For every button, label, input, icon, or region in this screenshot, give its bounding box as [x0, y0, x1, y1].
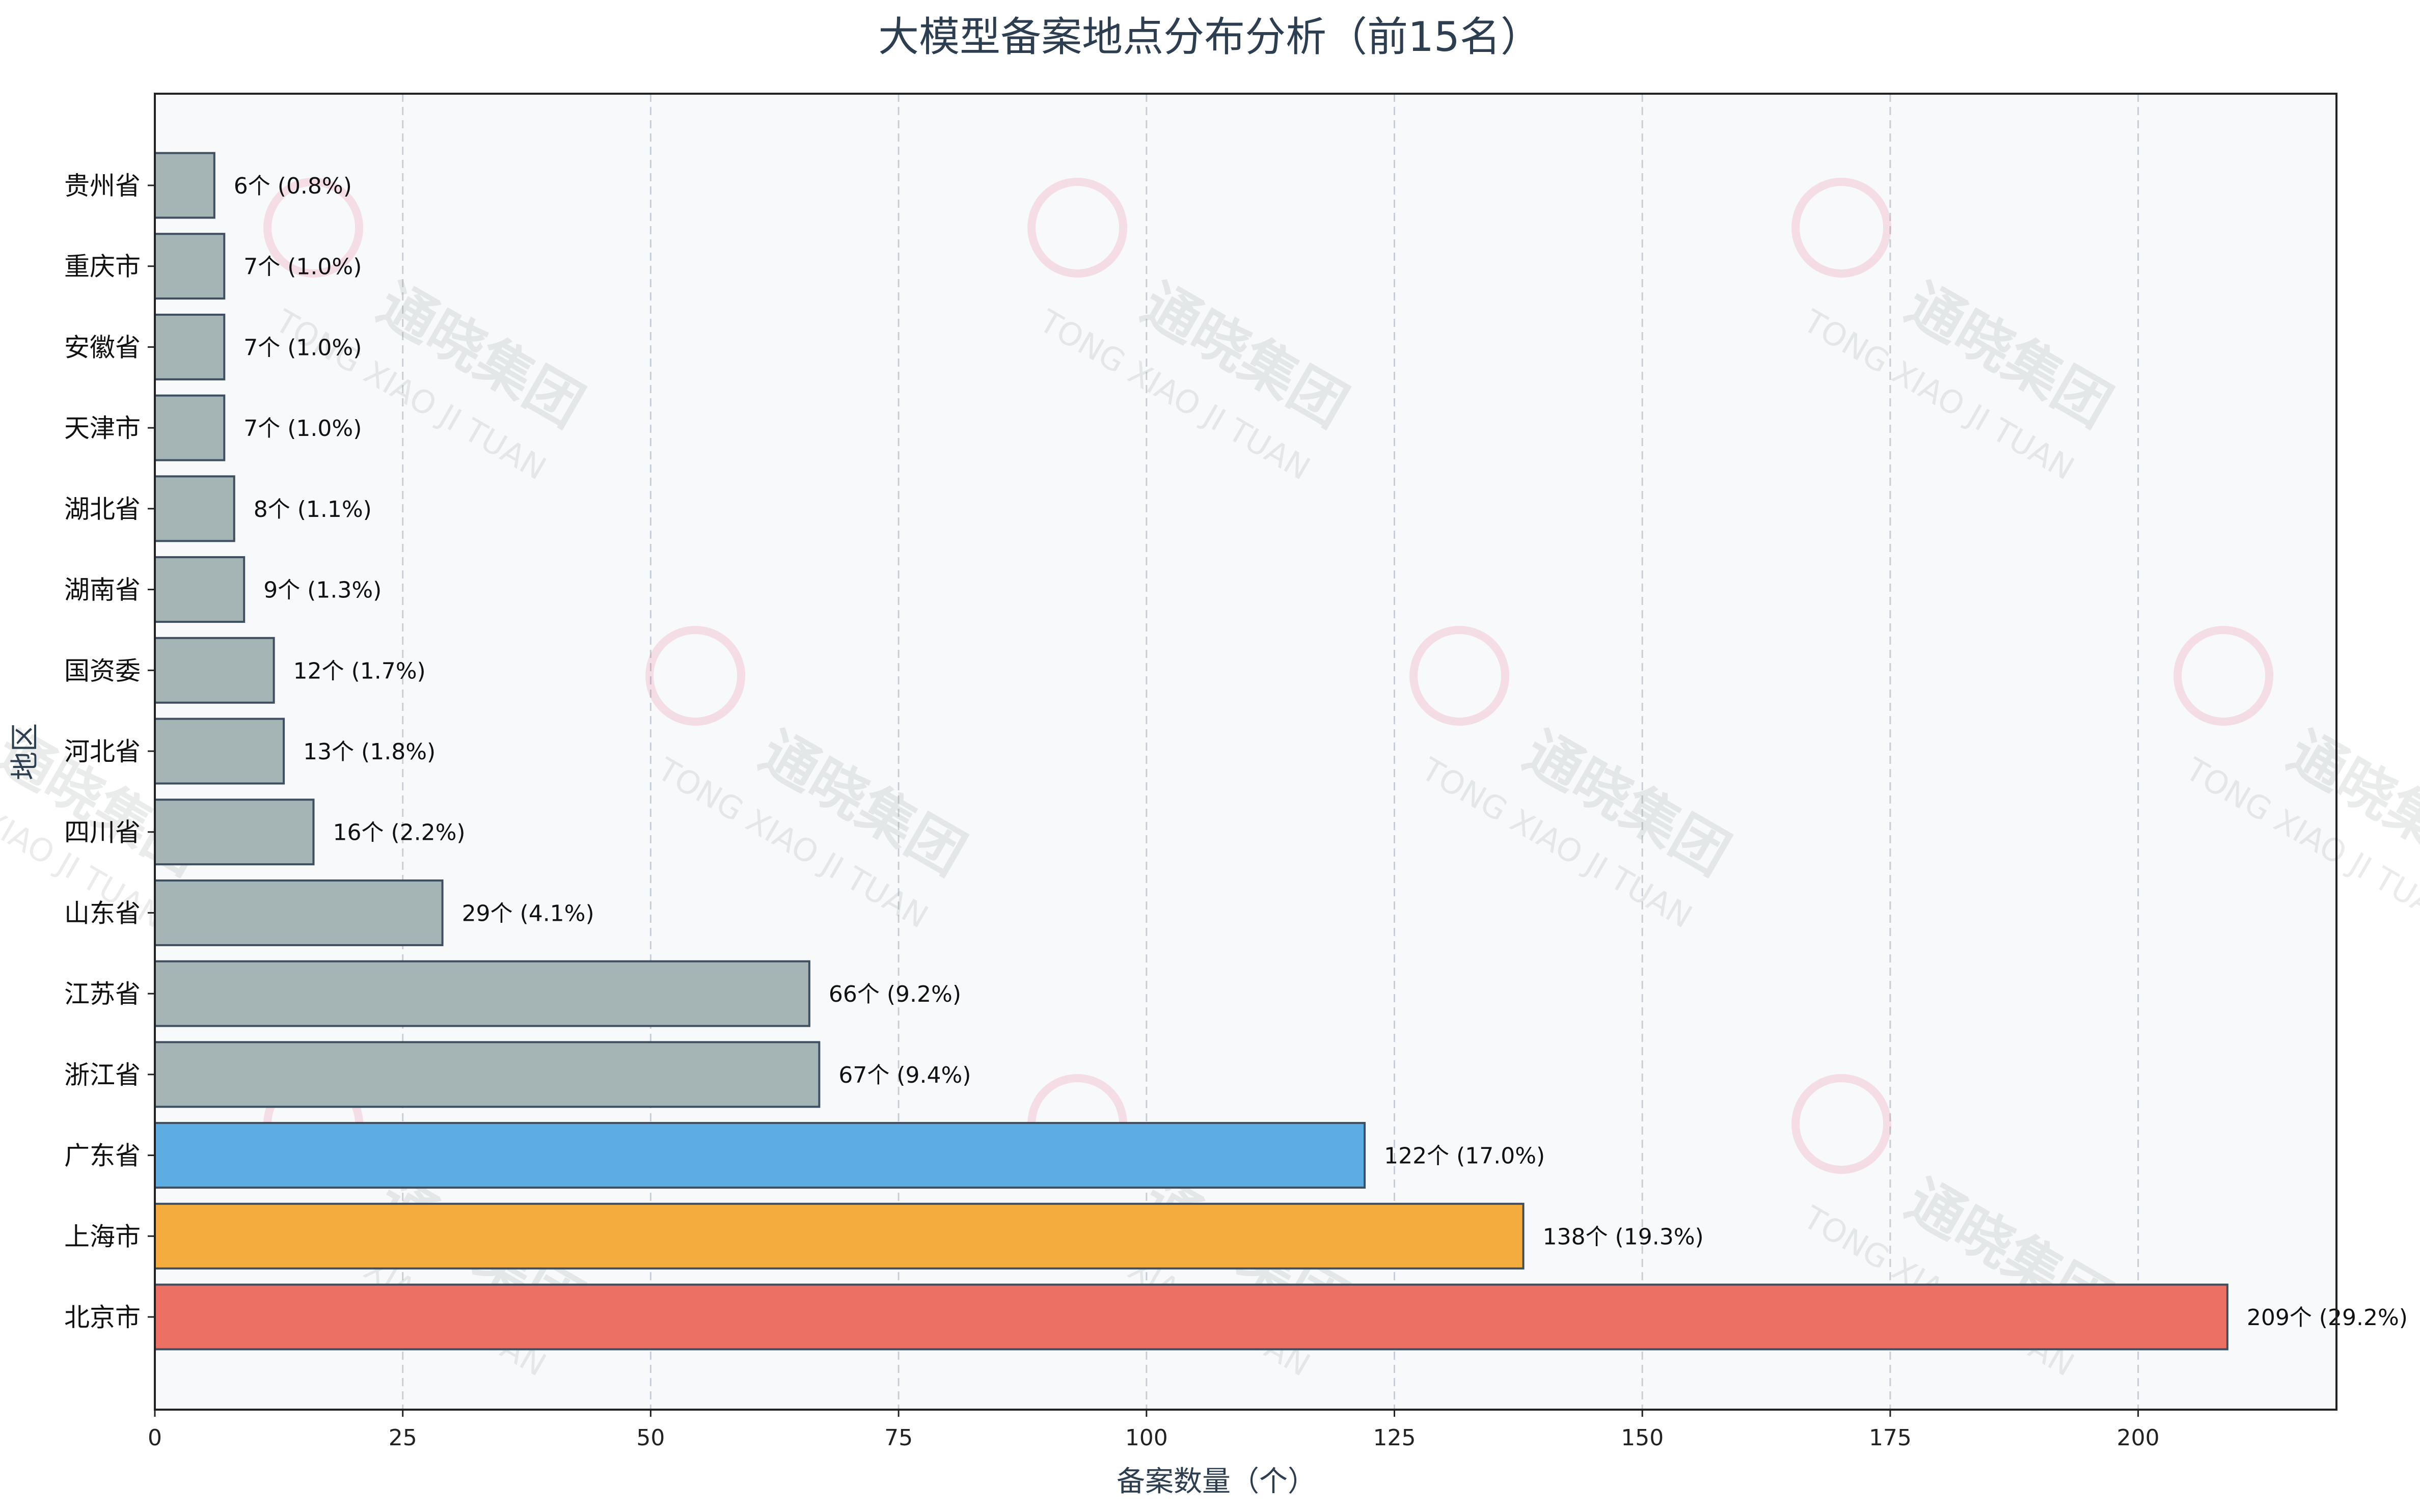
- bar: [154, 879, 444, 946]
- bar-value-label: 67个 (9.4%): [838, 1062, 971, 1088]
- category-label: 山东省: [64, 898, 141, 928]
- x-axis-label: 备案数量（个）: [1117, 1465, 1316, 1498]
- y-axis-label: 地区: [9, 723, 42, 780]
- x-tick-label: 125: [1373, 1425, 1416, 1451]
- bar: [154, 1122, 1366, 1189]
- bar: [154, 1041, 821, 1108]
- category-labels: 贵州省重庆市安徽省天津市湖北省湖南省国资委河北省四川省山东省江苏省浙江省广东省上…: [64, 171, 155, 1332]
- watermark-logo-icon: [1027, 178, 1128, 278]
- bar: [154, 556, 246, 623]
- watermark-logo-icon: [1791, 178, 1892, 278]
- x-tick-label: 0: [148, 1425, 162, 1451]
- category-label: 天津市: [64, 414, 141, 443]
- category-label: 北京市: [64, 1303, 141, 1332]
- category-label: 江苏省: [64, 979, 141, 1009]
- bar-value-label: 16个 (2.2%): [333, 820, 465, 846]
- category-label: 浙江省: [64, 1060, 141, 1090]
- category-label: 广东省: [64, 1141, 141, 1171]
- x-ticks: 0 25 50 75 100 125 150 175 200: [148, 1410, 2160, 1451]
- watermark-logo-icon: [1409, 626, 1510, 726]
- bars: [154, 152, 2228, 1351]
- category-label: 河北省: [64, 737, 141, 766]
- chart-title: 大模型备案地点分布分析（前15名）: [878, 13, 1541, 61]
- x-tick-label: 150: [1621, 1425, 1664, 1451]
- category-label: 安徽省: [64, 333, 141, 362]
- bar: [154, 152, 215, 219]
- bar: [154, 637, 275, 704]
- bar: [154, 233, 226, 300]
- x-tick-label: 100: [1125, 1425, 1168, 1451]
- bar-value-label: 9个 (1.3%): [263, 578, 382, 603]
- bar-value-label: 29个 (4.1%): [462, 900, 594, 926]
- bar: [154, 313, 226, 380]
- bar-value-label: 6个 (0.8%): [234, 173, 352, 199]
- category-label: 重庆市: [64, 252, 141, 282]
- bar-value-label: 12个 (1.7%): [293, 658, 426, 684]
- x-tick-label: 50: [636, 1425, 665, 1451]
- bar-value-label: 209个 (29.2%): [2247, 1305, 2408, 1331]
- x-tick-label: 200: [2117, 1425, 2160, 1451]
- watermark-logo-icon: [1791, 1074, 1892, 1174]
- bar: [154, 1283, 2228, 1351]
- bar-value-label: 7个 (1.0%): [243, 254, 362, 280]
- bar: [154, 718, 285, 785]
- category-label: 贵州省: [64, 171, 141, 201]
- watermark-logo-icon: [2173, 626, 2274, 726]
- bar: [154, 475, 235, 542]
- category-label: 国资委: [64, 656, 141, 685]
- watermark-logo-icon: [263, 178, 364, 278]
- bar-value-label: 66个 (9.2%): [829, 981, 961, 1007]
- category-label: 上海市: [64, 1222, 141, 1251]
- bar-value-label: 7个 (1.0%): [243, 416, 362, 442]
- data-labels: 6个 (0.8%) 7个 (1.0%) 7个 (1.0%) 7个 (1.0%) 8个 (…: [234, 173, 2408, 1331]
- bar-value-label: 138个 (19.3%): [1543, 1224, 1704, 1250]
- bar-value-label: 8个 (1.1%): [254, 497, 372, 523]
- category-label: 湖南省: [64, 575, 141, 605]
- x-tick-label: 175: [1869, 1425, 1912, 1451]
- bar: [154, 1202, 1525, 1270]
- bar-value-label: 13个 (1.8%): [303, 739, 436, 765]
- plot-frame: [154, 93, 2337, 1411]
- category-label: 湖北省: [64, 494, 141, 524]
- bar: [154, 799, 315, 866]
- category-label: 四川省: [64, 818, 141, 847]
- x-tick-label: 75: [884, 1425, 913, 1451]
- bar-value-label: 7个 (1.0%): [243, 335, 362, 361]
- watermark-logo-icon: [645, 626, 746, 726]
- bar-value-label: 122个 (17.0%): [1384, 1143, 1545, 1169]
- bar: [154, 394, 226, 461]
- x-tick-label: 25: [389, 1425, 417, 1451]
- plot-area: [155, 94, 2336, 1410]
- bar: [154, 960, 810, 1027]
